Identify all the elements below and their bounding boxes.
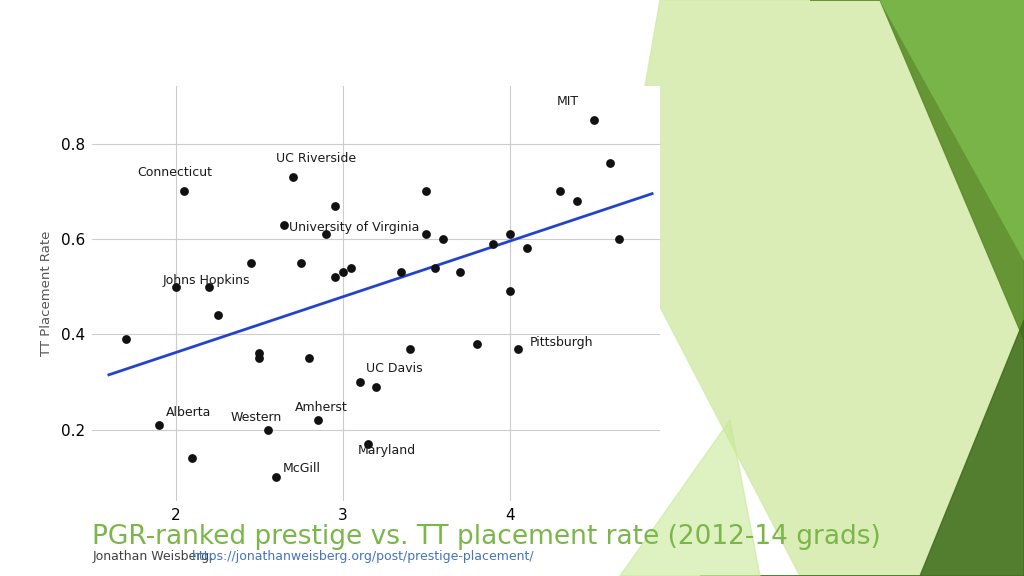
Point <box>176 187 193 196</box>
Point <box>586 115 602 124</box>
Text: UC Davis: UC Davis <box>367 362 423 375</box>
Point <box>393 268 410 277</box>
Text: Western: Western <box>230 411 283 424</box>
Point <box>343 263 359 272</box>
Polygon shape <box>810 0 1024 340</box>
Point <box>502 287 518 296</box>
Text: Pittsburgh: Pittsburgh <box>530 336 594 348</box>
Point <box>259 425 275 434</box>
Text: https://jonathanweisberg.org/post/prestige-placement/: https://jonathanweisberg.org/post/presti… <box>191 550 535 563</box>
Point <box>309 415 326 425</box>
Point <box>485 239 502 248</box>
Y-axis label: TT Placement Rate: TT Placement Rate <box>40 231 52 357</box>
Point <box>552 187 568 196</box>
Point <box>335 268 351 277</box>
Point <box>435 234 452 244</box>
Polygon shape <box>620 0 1024 576</box>
Point <box>418 187 434 196</box>
Point <box>568 196 585 206</box>
Text: Jonathan Weisberg,: Jonathan Weisberg, <box>92 550 217 563</box>
Text: Johns Hopkins: Johns Hopkins <box>163 274 250 287</box>
Point <box>184 454 201 463</box>
Point <box>369 382 385 391</box>
Point <box>359 439 376 449</box>
Point <box>418 230 434 239</box>
Point <box>168 282 184 291</box>
Text: McGill: McGill <box>283 462 321 475</box>
Text: PGR-ranked prestige vs. TT placement rate (2012-14 grads): PGR-ranked prestige vs. TT placement rat… <box>92 524 881 550</box>
Point <box>118 335 134 344</box>
Polygon shape <box>700 320 1024 576</box>
Point <box>251 348 267 358</box>
Polygon shape <box>880 0 1024 260</box>
Polygon shape <box>620 420 760 576</box>
Point <box>610 234 627 244</box>
Text: MIT: MIT <box>557 95 579 108</box>
Point <box>285 172 301 181</box>
Point <box>243 258 259 267</box>
Point <box>276 220 293 229</box>
Point <box>201 282 217 291</box>
Text: Connecticut: Connecticut <box>137 166 212 179</box>
Point <box>401 344 418 353</box>
Text: Maryland: Maryland <box>358 444 416 457</box>
Text: Amherst: Amherst <box>295 401 347 414</box>
Point <box>318 230 335 239</box>
Point <box>518 244 535 253</box>
Point <box>268 473 285 482</box>
Point <box>251 354 267 363</box>
Point <box>293 258 309 267</box>
Point <box>427 263 443 272</box>
Point <box>301 354 317 363</box>
Point <box>327 272 343 282</box>
Text: Alberta: Alberta <box>166 406 211 419</box>
Point <box>151 420 167 430</box>
Text: University of Virginia: University of Virginia <box>290 221 420 234</box>
Point <box>351 377 368 386</box>
Point <box>452 268 468 277</box>
Point <box>510 344 526 353</box>
Point <box>602 158 618 167</box>
Point <box>502 230 518 239</box>
Text: UC Riverside: UC Riverside <box>276 152 356 165</box>
Point <box>468 339 484 348</box>
Point <box>209 310 225 320</box>
Point <box>327 201 343 210</box>
